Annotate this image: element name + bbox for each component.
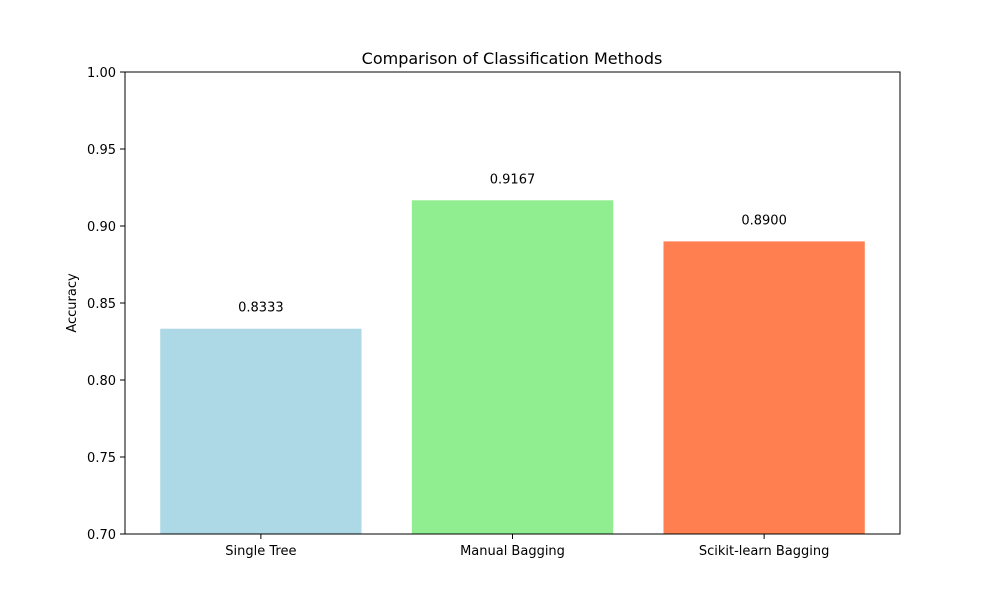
data-labels-group: 0.8333 0.9167 0.8900 [238, 172, 787, 315]
y-tick-label-4: 0.90 [87, 220, 116, 235]
y-tick-label-0: 0.70 [87, 528, 116, 543]
data-label-0: 0.8333 [238, 301, 284, 316]
x-tick-label-2: Scikit-learn Bagging [699, 544, 830, 559]
bars-group [160, 200, 865, 535]
bar-0 [160, 328, 362, 534]
x-tick-label-1: Manual Bagging [460, 544, 565, 559]
x-axis-ticks: Single Tree Manual Bagging Scikit-learn Ba… [225, 534, 829, 559]
chart-title: Comparison of Classification Methods [362, 49, 663, 68]
y-tick-label-3: 0.85 [87, 297, 116, 312]
y-axis-label: Accuracy [65, 273, 80, 333]
y-tick-label-1: 0.75 [87, 451, 116, 466]
plot-frame [124, 71, 901, 535]
data-label-2: 0.8900 [741, 213, 787, 228]
x-tick-label-0: Single Tree [225, 544, 296, 559]
bar-2 [663, 241, 865, 534]
y-tick-label-2: 0.80 [87, 374, 116, 389]
data-label-1: 0.9167 [490, 172, 536, 187]
y-tick-label-6: 1.00 [87, 66, 116, 81]
bar-1 [411, 200, 614, 535]
y-axis-ticks: 0.70 0.75 0.80 0.85 0.90 0.95 1.00 [87, 66, 125, 543]
y-tick-label-5: 0.95 [87, 143, 116, 158]
